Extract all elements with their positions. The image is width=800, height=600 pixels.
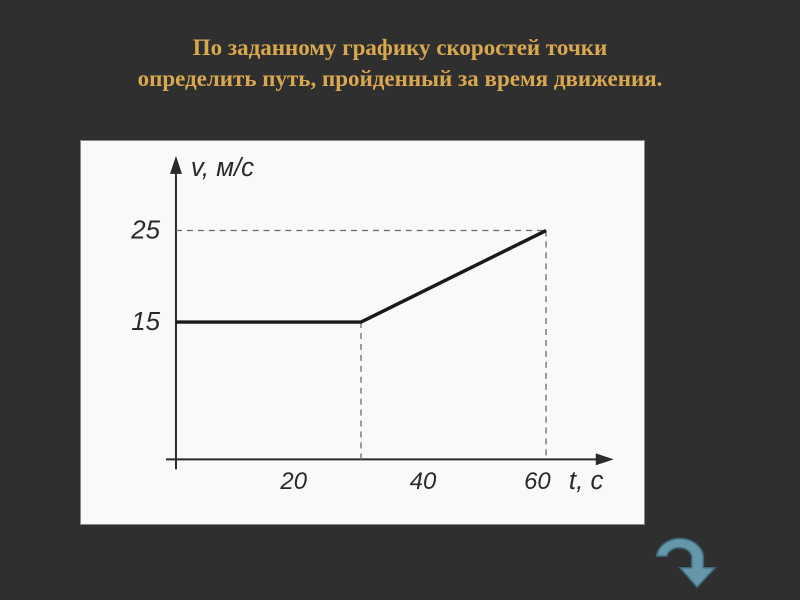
- title-line-2: определить путь, пройденный за время дви…: [138, 66, 663, 91]
- graph-svg: 25 15 20 40 60 v, м/с t, с: [81, 141, 644, 524]
- y-axis-label: v, м/с: [191, 154, 254, 182]
- x-axis-label: t, с: [569, 467, 604, 495]
- title-line-1: По заданному графику скоростей точки: [193, 35, 608, 60]
- y-axis: [170, 156, 182, 469]
- velocity-graph: 25 15 20 40 60 v, м/с t, с: [80, 140, 645, 525]
- xtick-40: 40: [410, 468, 437, 495]
- velocity-line: [176, 231, 546, 323]
- xtick-60: 60: [524, 468, 551, 495]
- guide-lines: [176, 231, 546, 460]
- xtick-20: 20: [279, 468, 307, 495]
- ytick-25: 25: [130, 216, 160, 244]
- return-arrow-icon[interactable]: [640, 525, 720, 595]
- ytick-15: 15: [131, 308, 160, 336]
